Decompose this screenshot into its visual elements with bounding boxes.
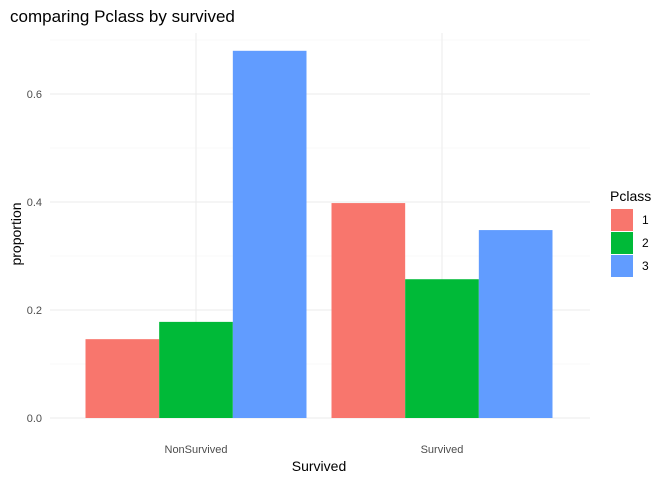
x-tick-label: NonSurvived bbox=[165, 444, 228, 456]
legend-swatch-2 bbox=[611, 232, 633, 254]
y-tick-label: 0.4 bbox=[27, 197, 42, 209]
legend: Pclass 1 2 3 bbox=[610, 188, 651, 277]
bar-survived-pclass-3 bbox=[478, 230, 553, 418]
y-tick-label: 0.0 bbox=[27, 413, 42, 425]
x-tick-labels: NonSurvived Survived bbox=[165, 444, 464, 456]
legend-swatch-3 bbox=[611, 255, 633, 277]
x-axis-title: Survived bbox=[292, 458, 346, 474]
legend-label-3: 3 bbox=[642, 259, 649, 273]
bar-nonsurvived-pclass-1 bbox=[85, 339, 160, 418]
y-tick-labels: 0.0 0.2 0.4 0.6 bbox=[27, 89, 42, 425]
legend-items: 1 2 3 bbox=[611, 209, 649, 277]
y-tick-label: 0.2 bbox=[27, 305, 42, 317]
legend-swatch-1 bbox=[611, 209, 633, 231]
bars bbox=[85, 50, 553, 419]
legend-title: Pclass bbox=[610, 188, 651, 204]
legend-label-2: 2 bbox=[642, 236, 649, 250]
legend-label-1: 1 bbox=[642, 213, 649, 227]
chart-title: comparing Pclass by survived bbox=[10, 7, 235, 26]
bar-nonsurvived-pclass-2 bbox=[159, 321, 233, 418]
bar-nonsurvived-pclass-3 bbox=[232, 50, 307, 419]
y-tick-label: 0.6 bbox=[27, 89, 42, 101]
y-axis-title: proportion bbox=[8, 202, 24, 265]
bar-survived-pclass-2 bbox=[405, 279, 479, 418]
bar-survived-pclass-1 bbox=[331, 203, 406, 418]
x-tick-label: Survived bbox=[421, 444, 464, 456]
